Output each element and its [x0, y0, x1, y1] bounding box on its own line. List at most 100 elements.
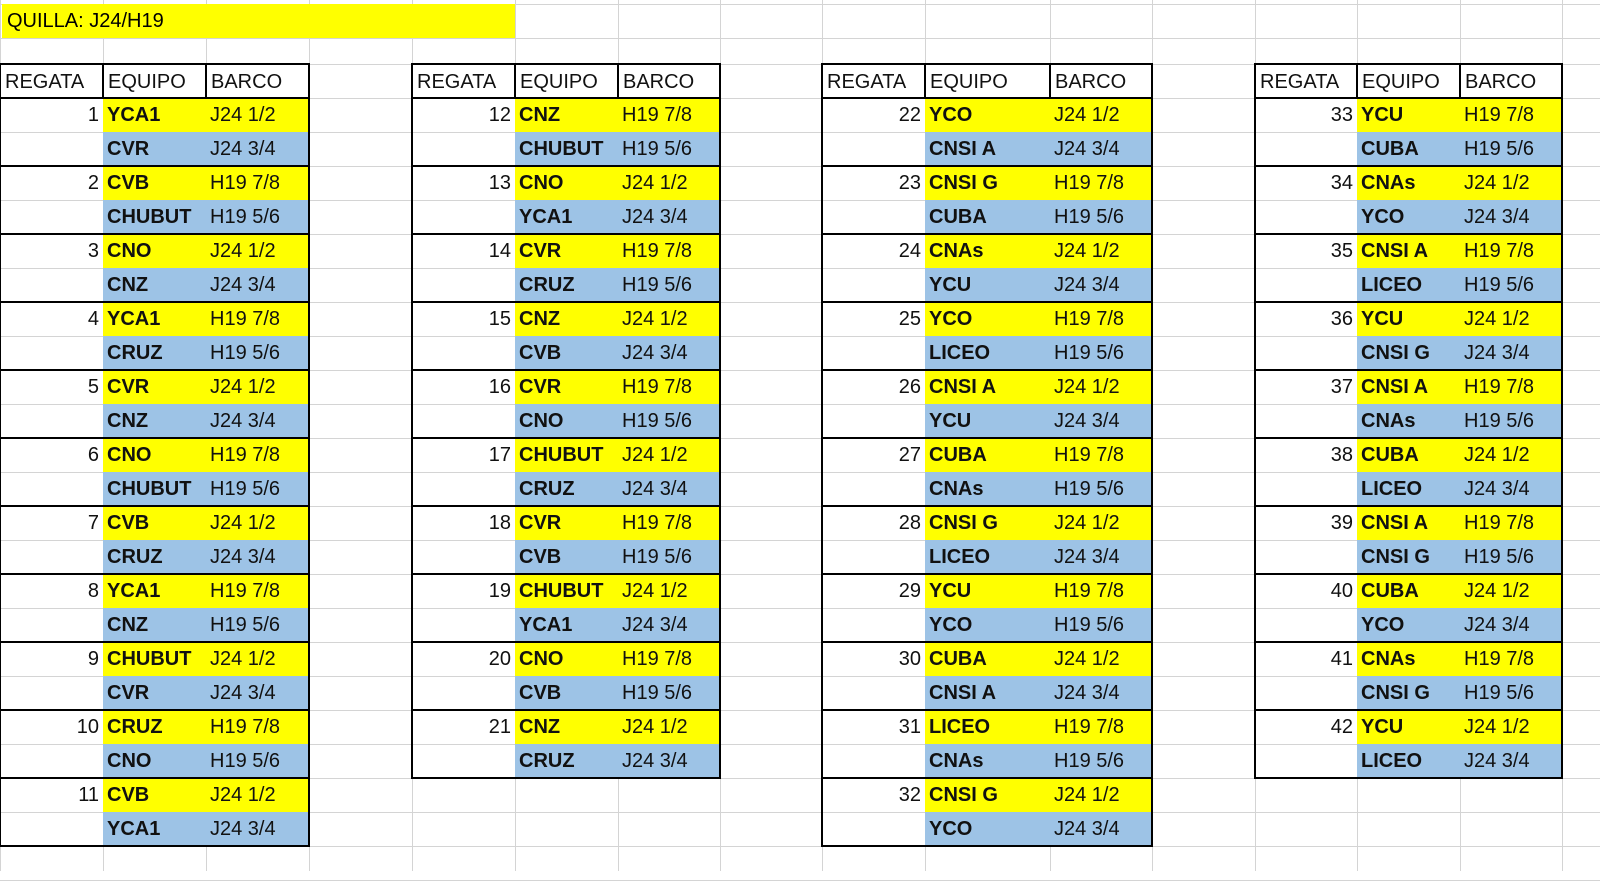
team-cell[interactable]: CVB [515, 540, 618, 574]
boat-cell[interactable]: H19 7/8 [1050, 166, 1152, 200]
team-cell[interactable]: YCA1 [515, 608, 618, 642]
boat-cell[interactable]: J24 3/4 [1050, 404, 1152, 438]
boat-cell[interactable]: H19 5/6 [618, 540, 720, 574]
boat-cell[interactable]: J24 1/2 [1460, 438, 1562, 472]
boat-cell[interactable]: J24 1/2 [1460, 166, 1562, 200]
race-number[interactable]: 11 [78, 784, 99, 806]
header-barco[interactable]: BARCO [1050, 64, 1152, 98]
boat-cell[interactable]: H19 5/6 [618, 268, 720, 302]
race-number[interactable]: 29 [898, 580, 921, 602]
team-cell[interactable]: CRUZ [103, 540, 206, 574]
team-cell[interactable]: YCO [925, 608, 1050, 642]
race-number[interactable]: 27 [898, 444, 921, 466]
team-cell[interactable]: CUBA [1357, 438, 1460, 472]
boat-cell[interactable]: J24 3/4 [1050, 132, 1152, 166]
team-cell[interactable]: CVB [103, 506, 206, 540]
header-barco[interactable]: BARCO [206, 64, 309, 98]
race-number[interactable]: 22 [898, 104, 921, 126]
boat-cell[interactable]: J24 3/4 [1050, 676, 1152, 710]
race-number[interactable]: 24 [898, 240, 921, 262]
boat-cell[interactable]: J24 1/2 [206, 642, 309, 676]
boat-cell[interactable]: H19 7/8 [206, 574, 309, 608]
boat-cell[interactable]: J24 1/2 [206, 506, 309, 540]
boat-cell[interactable]: J24 3/4 [206, 812, 309, 846]
race-number[interactable]: 15 [488, 308, 511, 330]
race-number[interactable]: 6 [87, 444, 99, 466]
team-cell[interactable]: CNZ [515, 302, 618, 336]
race-number[interactable]: 16 [488, 376, 511, 398]
race-number[interactable]: 39 [1330, 512, 1353, 534]
team-cell[interactable]: CUBA [1357, 574, 1460, 608]
team-cell[interactable]: YCU [925, 404, 1050, 438]
race-number[interactable]: 30 [898, 648, 921, 670]
team-cell[interactable]: CNAs [1357, 404, 1460, 438]
boat-cell[interactable]: H19 5/6 [1050, 472, 1152, 506]
race-number[interactable]: 3 [87, 240, 99, 262]
boat-cell[interactable]: J24 3/4 [1460, 744, 1562, 778]
boat-cell[interactable]: H19 5/6 [1460, 268, 1562, 302]
boat-cell[interactable]: H19 7/8 [618, 98, 720, 132]
header-regata[interactable]: REGATA [0, 64, 103, 98]
boat-cell[interactable]: J24 1/2 [1050, 642, 1152, 676]
boat-cell[interactable]: J24 1/2 [1460, 302, 1562, 336]
boat-cell[interactable]: J24 3/4 [206, 676, 309, 710]
race-number[interactable]: 33 [1330, 104, 1353, 126]
team-cell[interactable]: CHUBUT [103, 472, 206, 506]
boat-cell[interactable]: H19 5/6 [1460, 132, 1562, 166]
team-cell[interactable]: CUBA [1357, 132, 1460, 166]
team-cell[interactable]: CNSI A [925, 132, 1050, 166]
team-cell[interactable]: CVB [103, 778, 206, 812]
header-regata[interactable]: REGATA [1255, 64, 1357, 98]
boat-cell[interactable]: H19 7/8 [1050, 438, 1152, 472]
team-cell[interactable]: CNO [103, 744, 206, 778]
team-cell[interactable]: CVR [103, 676, 206, 710]
header-equipo[interactable]: EQUIPO [925, 64, 1050, 98]
boat-cell[interactable]: H19 7/8 [1460, 642, 1562, 676]
boat-cell[interactable]: H19 7/8 [1460, 370, 1562, 404]
race-number[interactable]: 1 [87, 104, 99, 126]
boat-cell[interactable]: J24 1/2 [206, 370, 309, 404]
team-cell[interactable]: YCO [925, 302, 1050, 336]
header-equipo[interactable]: EQUIPO [515, 64, 618, 98]
team-cell[interactable]: CNSI A [1357, 234, 1460, 268]
team-cell[interactable]: CVR [515, 234, 618, 268]
race-number[interactable]: 35 [1330, 240, 1353, 262]
race-number[interactable]: 41 [1330, 648, 1353, 670]
boat-cell[interactable]: H19 5/6 [1460, 404, 1562, 438]
team-cell[interactable]: CNO [103, 234, 206, 268]
race-number[interactable]: 36 [1330, 308, 1353, 330]
boat-cell[interactable]: J24 3/4 [618, 472, 720, 506]
team-cell[interactable]: LICEO [925, 540, 1050, 574]
team-cell[interactable]: CNSI A [1357, 370, 1460, 404]
team-cell[interactable]: LICEO [925, 336, 1050, 370]
team-cell[interactable]: CNSI G [1357, 336, 1460, 370]
team-cell[interactable]: CNSI G [1357, 540, 1460, 574]
boat-cell[interactable]: J24 1/2 [618, 710, 720, 744]
race-number[interactable]: 9 [87, 648, 99, 670]
boat-cell[interactable]: H19 5/6 [1050, 200, 1152, 234]
race-number[interactable]: 12 [488, 104, 511, 126]
team-cell[interactable]: CRUZ [515, 268, 618, 302]
team-cell[interactable]: CVR [103, 132, 206, 166]
team-cell[interactable]: CNAs [1357, 642, 1460, 676]
boat-cell[interactable]: H19 7/8 [1050, 710, 1152, 744]
team-cell[interactable]: CRUZ [515, 472, 618, 506]
race-number[interactable]: 28 [898, 512, 921, 534]
team-cell[interactable]: YCA1 [103, 812, 206, 846]
team-cell[interactable]: CNSI G [1357, 676, 1460, 710]
boat-cell[interactable]: H19 5/6 [206, 608, 309, 642]
header-regata[interactable]: REGATA [822, 64, 925, 98]
team-cell[interactable]: YCU [925, 268, 1050, 302]
race-number[interactable]: 20 [488, 648, 511, 670]
boat-cell[interactable]: H19 5/6 [618, 404, 720, 438]
team-cell[interactable]: YCA1 [103, 574, 206, 608]
boat-cell[interactable]: J24 1/2 [206, 98, 309, 132]
header-barco[interactable]: BARCO [618, 64, 720, 98]
team-cell[interactable]: CUBA [925, 642, 1050, 676]
team-cell[interactable]: CNO [515, 166, 618, 200]
team-cell[interactable]: CNZ [103, 608, 206, 642]
boat-cell[interactable]: J24 3/4 [1460, 608, 1562, 642]
boat-cell[interactable]: J24 1/2 [206, 778, 309, 812]
boat-cell[interactable]: H19 7/8 [206, 710, 309, 744]
race-number[interactable]: 31 [898, 716, 921, 738]
